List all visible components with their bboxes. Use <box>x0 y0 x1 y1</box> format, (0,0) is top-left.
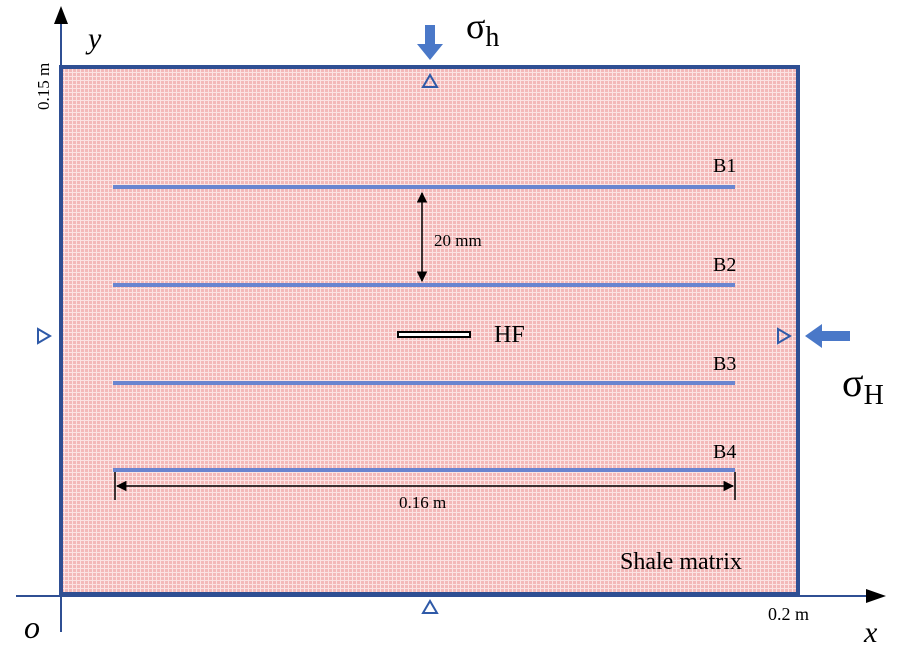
horizontal-stress-symbol: σ <box>842 360 864 405</box>
shale-matrix <box>59 65 800 596</box>
support-left <box>37 327 52 345</box>
bedding-label-b3: B3 <box>713 353 736 375</box>
bedding-label-b4: B4 <box>713 441 736 463</box>
horizontal-stress-subscript: H <box>864 380 884 411</box>
length-label: 0.16 m <box>399 493 446 512</box>
support-top <box>421 73 439 88</box>
vertical-stress-arrow <box>417 25 443 60</box>
fracture-label: HF <box>494 322 525 348</box>
y-axis-arrowhead <box>54 6 68 24</box>
vertical-stress-symbol: σ <box>466 6 485 46</box>
vertical-stress-label: σh <box>466 6 499 53</box>
bedding-label-b2: B2 <box>713 254 736 276</box>
hydraulic-fracture <box>397 331 471 338</box>
horizontal-stress-arrow <box>805 324 850 348</box>
bedding-label-b1: B1 <box>713 155 736 177</box>
x-axis-arrowhead <box>866 589 886 603</box>
x-extent-label: 0.2 m <box>768 604 809 624</box>
x-axis-symbol: x <box>863 616 878 649</box>
spacing-label: 20 mm <box>434 231 482 250</box>
support-bottom <box>421 599 439 614</box>
origin-symbol: o <box>24 609 40 645</box>
y-axis-symbol: y <box>85 22 102 55</box>
vertical-stress-subscript: h <box>485 22 499 53</box>
y-extent-label: 0.15 m <box>34 63 53 110</box>
support-right <box>777 327 792 345</box>
horizontal-stress-label: σH <box>842 360 884 411</box>
matrix-label: Shale matrix <box>620 549 742 575</box>
